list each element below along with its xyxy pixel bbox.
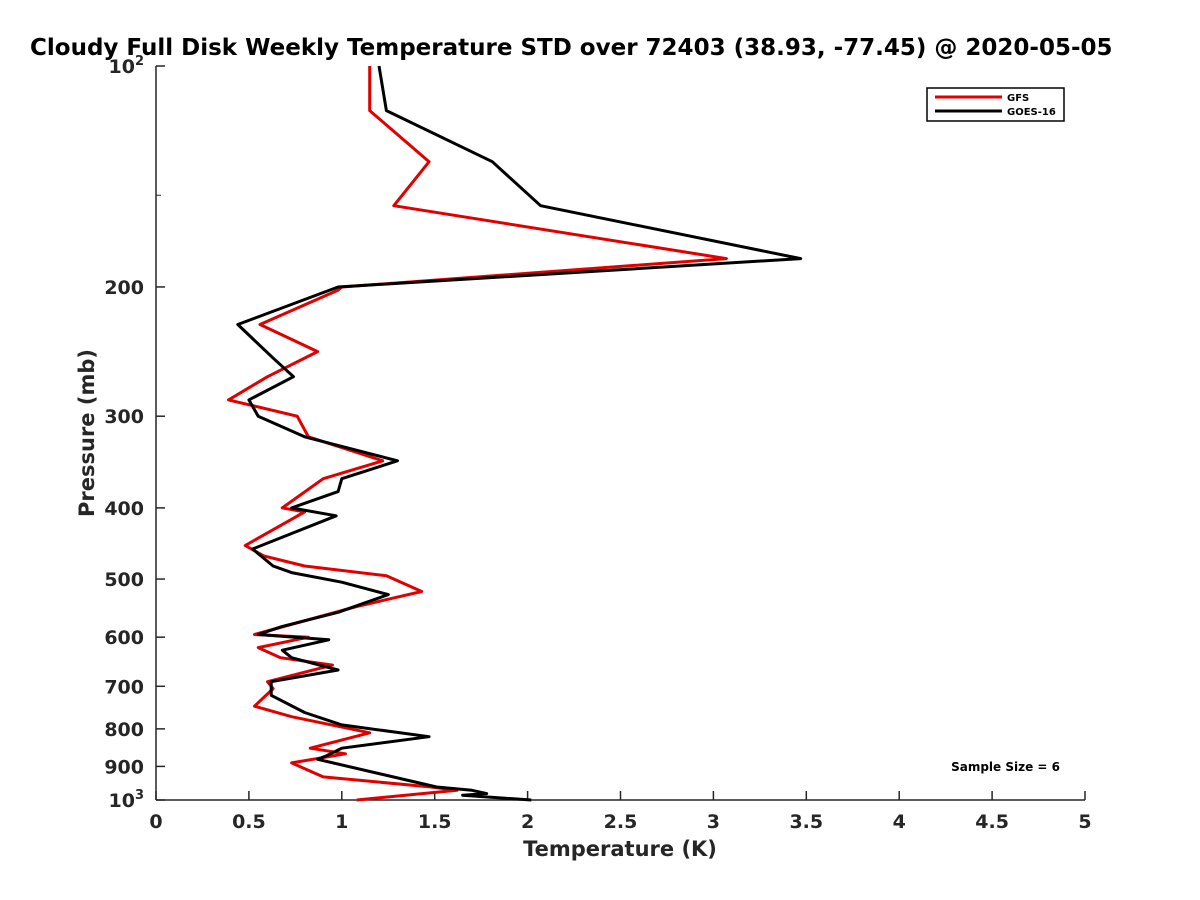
series-line-gfs	[227, 66, 728, 802]
y-tick-label: 900	[104, 756, 144, 778]
chart-title: Cloudy Full Disk Weekly Temperature STD …	[30, 35, 1113, 61]
legend-label-gfs: GFS	[1007, 93, 1029, 104]
y-tick-label: 102	[109, 54, 145, 78]
y-tick-label: 103	[109, 788, 145, 812]
legend: GFS GOES-16	[926, 87, 1065, 122]
x-tick-label: 2	[521, 811, 534, 833]
x-tick-label: 1.5	[418, 811, 452, 833]
x-tick-label: 3	[707, 811, 720, 833]
sample-size-annotation: Sample Size = 6	[951, 760, 1060, 774]
x-tick-label: 5	[1078, 811, 1091, 833]
series-line-goes-16	[236, 65, 803, 802]
x-tick-label: 4	[893, 811, 906, 833]
y-tick-label: 200	[104, 277, 144, 299]
y-tick-label: 400	[104, 498, 144, 520]
x-tick-label: 0.5	[232, 811, 266, 833]
x-tick-label: 1	[335, 811, 348, 833]
y-tick-label: 700	[104, 676, 144, 698]
y-tick-label: 800	[104, 719, 144, 741]
y-tick-label: 300	[104, 406, 144, 428]
y-axis-title: Pressure (mb)	[75, 349, 99, 517]
y-tick-label: 500	[104, 569, 144, 591]
legend-box	[926, 87, 1065, 122]
x-tick-label: 3.5	[789, 811, 823, 833]
series-layer	[227, 65, 803, 802]
x-tick-label: 4.5	[975, 811, 1009, 833]
x-tick-label: 2.5	[604, 811, 638, 833]
axes: 0 0.5 1 1.5 2 2.5 3 3.5 4 4.5 5 102 200 300 400 500 600 7…	[104, 54, 1091, 833]
x-axis-title: Temperature (K)	[523, 837, 717, 861]
x-tick-label: 0	[149, 811, 162, 833]
legend-label-goes-16: GOES-16	[1007, 107, 1056, 118]
y-tick-label: 600	[104, 627, 144, 649]
